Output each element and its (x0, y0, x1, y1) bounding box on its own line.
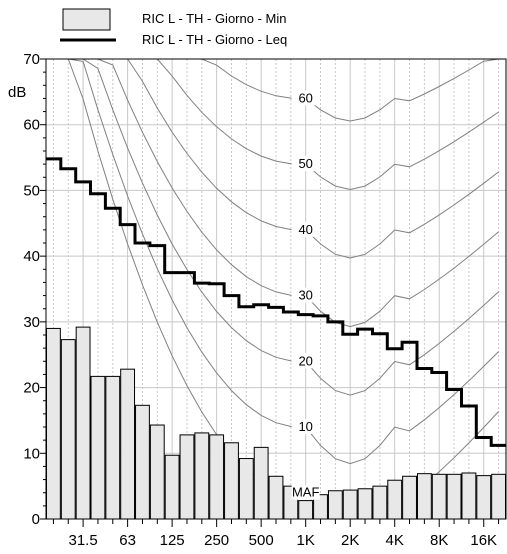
bar (491, 473, 506, 520)
bar (416, 473, 432, 520)
contour-label: 60 (298, 90, 312, 105)
y-tick-label: 40 (23, 248, 40, 265)
legend-swatch-bars (62, 8, 111, 31)
bar (90, 375, 106, 520)
x-tick-label: 500 (249, 532, 274, 549)
contour-labels: 60 50 40 30 20 10 MAF (291, 90, 320, 500)
y-tick-label: 50 (23, 182, 40, 199)
x-tick-label: 250 (204, 532, 229, 549)
contour-label-bg (291, 156, 320, 172)
bar (342, 489, 358, 520)
bar (476, 475, 492, 520)
x-tick-label: 1K (296, 532, 314, 549)
contour-curve (53, 58, 499, 396)
y-tick-label: 10 (23, 445, 40, 462)
bar (387, 479, 403, 520)
x-tick-label: 8K (430, 532, 448, 549)
bar (446, 473, 462, 520)
bar (461, 472, 477, 520)
plot-area: 60 50 40 30 20 10 MAF (45, 58, 507, 520)
bar (135, 404, 150, 520)
legend-label-min: RIC L - TH - Giorno - Min (142, 11, 286, 26)
y-axis: dB 0 10 20 30 40 50 60 70 (8, 51, 46, 528)
contour-label: 10 (298, 419, 312, 434)
x-tick-label: 63 (119, 532, 136, 549)
contour-label-bg (291, 221, 320, 237)
legend-label-leq: RIC L - TH - Giorno - Leq (142, 32, 287, 47)
contour-label: 30 (298, 288, 312, 303)
bar (253, 446, 269, 520)
bar (179, 434, 195, 520)
y-tick-label: 0 (32, 511, 40, 528)
bar (431, 473, 447, 520)
line-series-leq (46, 157, 506, 447)
bar (238, 458, 254, 520)
bar (327, 490, 343, 520)
x-tick-label: 31.5 (68, 532, 97, 549)
y-tick-label: 70 (23, 51, 40, 68)
bar (357, 488, 373, 520)
bar (298, 500, 314, 520)
x-tick-label: 2K (341, 532, 359, 549)
contour-label-bg (291, 419, 320, 434)
contour-curve (53, 58, 499, 328)
leq-step-line (46, 157, 506, 447)
bar (105, 375, 121, 520)
contour-label: 20 (298, 353, 312, 368)
y-tick-label: 20 (23, 380, 40, 397)
bar (120, 368, 136, 520)
contour-label: 50 (298, 156, 312, 171)
bar (46, 327, 61, 520)
x-tick-label: 16K (470, 532, 497, 549)
bar (75, 326, 91, 520)
bar (224, 442, 239, 520)
bar (149, 424, 165, 520)
bar (402, 475, 417, 520)
bar (372, 485, 388, 520)
bar (194, 432, 210, 520)
bar (164, 454, 180, 520)
y-tick-label: 60 (23, 117, 40, 134)
contour-label-bg (291, 353, 320, 369)
y-tick-label: 30 (23, 314, 40, 331)
contour-label-bg (291, 90, 320, 106)
x-axis: 31.5 63 125 250 500 1K 2K 4K 8K 16K (52, 519, 500, 549)
bar (268, 475, 284, 520)
bar (60, 339, 76, 520)
legend: RIC L - TH - Giorno - Min RIC L - TH - G… (60, 8, 287, 47)
contour-label-bg (291, 287, 320, 303)
y-axis-label: dB (8, 84, 26, 101)
x-tick-label: 4K (386, 532, 404, 549)
contour-label: MAF (292, 485, 320, 500)
bar (209, 434, 225, 520)
contour-label: 40 (298, 222, 312, 237)
contour-label-bg (291, 484, 320, 500)
x-tick-label: 125 (160, 532, 185, 549)
contour-curve (53, 58, 499, 465)
bar-series-min (46, 326, 506, 520)
